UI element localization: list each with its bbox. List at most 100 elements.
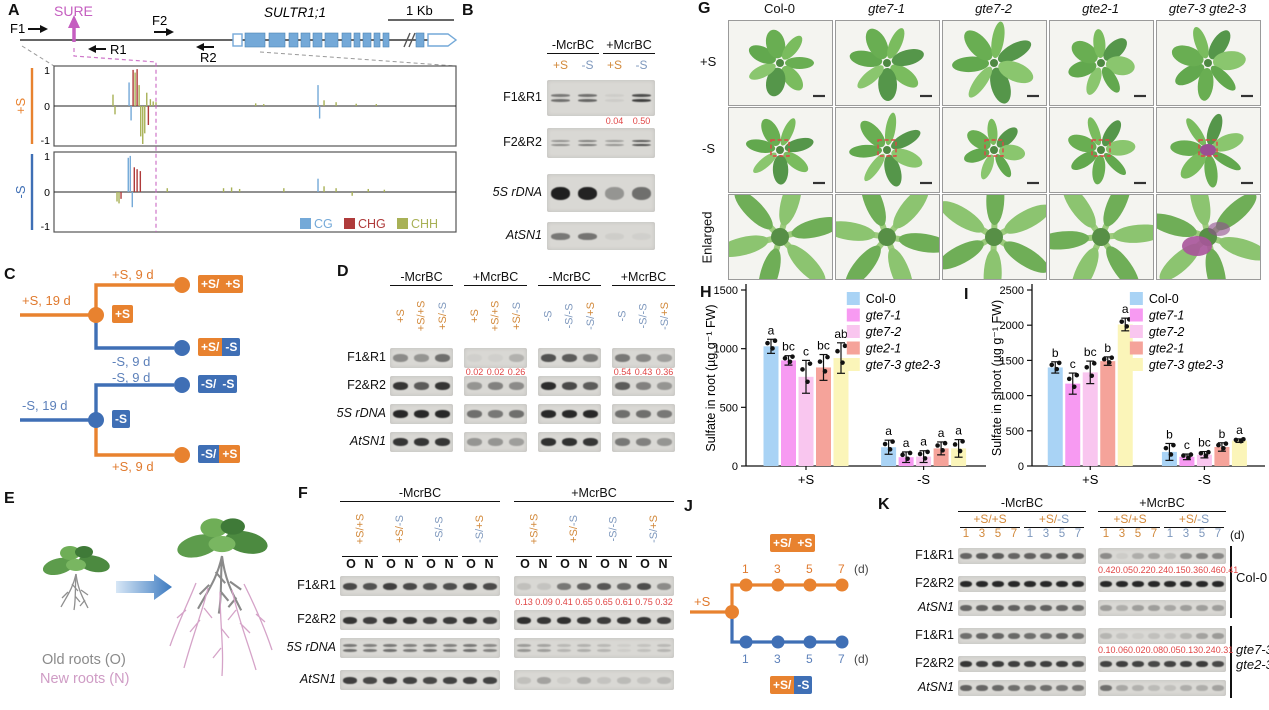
gel-band (1056, 581, 1068, 587)
gel-band (1008, 661, 1020, 667)
gel-row-label: F2&R2 (347, 378, 386, 392)
gel-lane (460, 576, 480, 596)
plant-photo-art (1050, 21, 1153, 105)
gel-lane (574, 174, 601, 212)
gel-lane (1194, 628, 1210, 644)
gel-lane (1162, 628, 1178, 644)
gel-band (1072, 685, 1084, 691)
svg-text:c: c (803, 344, 809, 358)
gel-lane (1070, 656, 1086, 672)
gel-band (1212, 553, 1224, 559)
branch-label: +S, 9 d (112, 459, 154, 474)
plant-photo (835, 194, 940, 280)
gel-band (582, 410, 599, 418)
gel-lane (554, 638, 574, 658)
mcrbc-header: +McrBC (612, 270, 675, 286)
gel-lane (1114, 548, 1130, 564)
gel-lane (411, 404, 432, 424)
gel-band (596, 582, 612, 590)
svg-text:c: c (1070, 357, 1076, 371)
condition-label: +S/-S (1164, 512, 1224, 528)
gel-lane (420, 610, 440, 630)
plant-photo-art (1157, 21, 1260, 105)
gel-lane (601, 128, 628, 158)
genotype-header: gte7-3 gte2-3 (1168, 1, 1247, 16)
gel-band (992, 633, 1004, 639)
gel-lane (1194, 600, 1210, 616)
gel-band (1072, 605, 1084, 611)
gel-band (631, 186, 652, 200)
gel-band (1040, 581, 1052, 587)
genotype-label: gte7-3 (1236, 642, 1269, 657)
lane-label: +S/-S (436, 302, 449, 330)
gel-band (635, 438, 652, 446)
gel-lane (1194, 656, 1210, 672)
gel-strip (958, 656, 1086, 672)
gel-row-label: AtSN1 (917, 600, 954, 614)
gel-band (604, 94, 625, 97)
gel-lane (974, 548, 990, 564)
timecourse-scheme-lines (690, 578, 849, 649)
lane-label: -S/-S (637, 303, 650, 329)
new-roots (169, 582, 273, 677)
gel-lane (1178, 656, 1194, 672)
gel-strip (390, 432, 453, 452)
gel-lane (634, 576, 654, 596)
gel-lane (1130, 628, 1146, 644)
mcrbc-header: -McrBC (547, 38, 599, 54)
gel-band (1148, 581, 1160, 587)
gel-band (382, 676, 398, 684)
gel-row-label: F1&R1 (503, 90, 542, 104)
gel-band (1148, 633, 1160, 639)
gel-strip (1098, 628, 1226, 644)
gel-lane (990, 600, 1006, 616)
gel-row-label: 5S rDNA (286, 640, 336, 654)
lane-label: +S (468, 309, 481, 323)
gel-lane (1146, 548, 1162, 564)
gel-lane (628, 174, 655, 212)
lane-label: -S (542, 310, 555, 322)
gel-band (1116, 553, 1128, 559)
gel-band (516, 676, 532, 684)
gel-strip (538, 404, 601, 424)
gel-band (482, 582, 498, 590)
gel-band (402, 676, 418, 684)
gel-band (382, 616, 398, 624)
gel-band (656, 410, 673, 418)
day-unit: (d) (1230, 528, 1245, 542)
gel-band (1024, 581, 1036, 587)
gel-band (392, 382, 409, 390)
gel-lane (574, 670, 594, 690)
plant-photo (835, 20, 940, 106)
gel-band (1148, 553, 1160, 559)
gel-lane (340, 670, 360, 690)
svg-text:+S: +S (1082, 472, 1099, 487)
gel-band (1024, 605, 1036, 611)
lane-treatment-labels: +S -S +S -S (552, 58, 648, 72)
svg-text:1000: 1000 (714, 344, 738, 356)
gel-band (576, 582, 592, 590)
svg-text:1500: 1500 (714, 285, 738, 297)
gel-lane (580, 348, 601, 368)
gel-lane (1194, 680, 1210, 696)
gel-band (487, 438, 504, 446)
gel-band (1132, 581, 1144, 587)
gel-lane (1038, 656, 1054, 672)
red-ratio-values: 0.13 0.09 0.41 0.65 0.65 0.61 0.75 0.32 (515, 597, 673, 607)
gel-band (1072, 661, 1084, 667)
svg-text:gte7-1: gte7-1 (1149, 309, 1184, 323)
primer-f1-label: F1 (10, 21, 25, 36)
gel-band (976, 605, 988, 611)
gel-band (362, 616, 378, 624)
gel-band (556, 582, 572, 590)
gel-lane (1054, 628, 1070, 644)
gel-band (614, 438, 631, 446)
svg-text:-1: -1 (41, 135, 50, 147)
svg-text:+S: +S (798, 472, 815, 487)
day-unit: (d) (854, 562, 869, 576)
gel-lane (574, 80, 601, 116)
gel-band (1024, 661, 1036, 667)
gel-band (422, 643, 438, 647)
